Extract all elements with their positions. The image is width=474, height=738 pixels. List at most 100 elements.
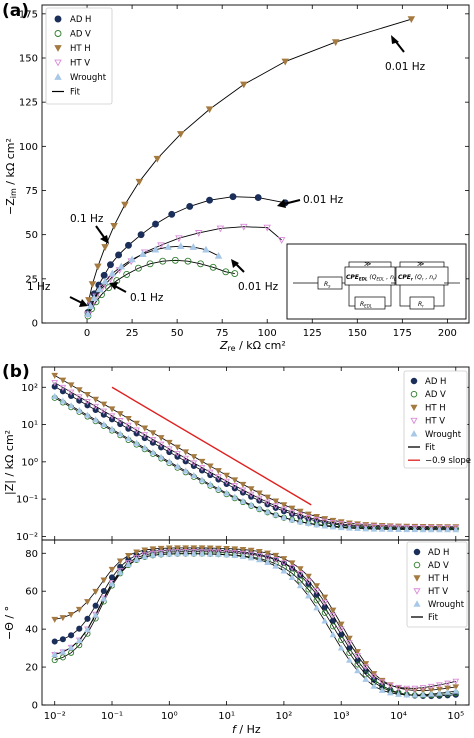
data-point bbox=[231, 270, 239, 277]
data-point bbox=[419, 691, 427, 698]
data-point bbox=[215, 550, 222, 557]
y-tick-label: 75 bbox=[25, 186, 38, 197]
data-point bbox=[288, 560, 296, 567]
x-tick-label: 125 bbox=[303, 328, 322, 339]
y-tick-label: 20 bbox=[25, 663, 38, 674]
data-point bbox=[157, 242, 165, 250]
data-point bbox=[411, 524, 419, 532]
data-point bbox=[151, 245, 160, 253]
data-point bbox=[51, 616, 59, 623]
data-point bbox=[354, 524, 361, 532]
arrowhead bbox=[391, 35, 399, 44]
data-point bbox=[281, 58, 289, 66]
data-point bbox=[223, 472, 230, 479]
data-point bbox=[222, 268, 230, 276]
data-point bbox=[206, 545, 214, 552]
y-tick-label: 80 bbox=[25, 549, 38, 560]
data-point bbox=[436, 525, 443, 532]
data-point bbox=[452, 687, 460, 694]
data-point bbox=[51, 383, 58, 390]
data-point bbox=[436, 526, 443, 533]
data-point bbox=[272, 557, 280, 564]
data-point bbox=[403, 691, 411, 698]
magnitude-legend: AD H AD V HT H HT V Wrought Fit −0.9 slope bbox=[403, 370, 471, 469]
data-point bbox=[105, 284, 113, 292]
data-point bbox=[194, 230, 203, 237]
data-point bbox=[239, 546, 247, 554]
data-point bbox=[223, 545, 230, 553]
data-point bbox=[116, 430, 124, 437]
data-point bbox=[216, 225, 225, 233]
data-point bbox=[165, 550, 173, 557]
data-point bbox=[231, 546, 239, 553]
data-point bbox=[255, 504, 263, 512]
data-point bbox=[141, 553, 149, 560]
data-point bbox=[141, 547, 149, 554]
y-tick-label: 10⁻² bbox=[16, 532, 38, 543]
data-point bbox=[247, 486, 255, 493]
data-point bbox=[354, 649, 361, 656]
data-point bbox=[198, 476, 206, 483]
data-point bbox=[321, 594, 329, 601]
data-point bbox=[305, 511, 312, 518]
data-point bbox=[59, 615, 67, 622]
fit-line bbox=[88, 18, 412, 301]
x-tick-label: 10³ bbox=[333, 711, 350, 722]
data-point bbox=[321, 522, 329, 529]
y-tick-label: 10² bbox=[21, 383, 38, 394]
data-point bbox=[370, 682, 378, 689]
bode-magnitude-plot: 10⁻² 10⁻¹ 10⁰ 10¹ 10² bbox=[16, 366, 470, 543]
nyquist-annotations: 0.01 Hz 0.01 Hz 0.01 Hz 0.1 Hz 0.1 Hz 1 … bbox=[27, 35, 426, 307]
arrowhead bbox=[277, 199, 286, 208]
data-point bbox=[198, 545, 206, 552]
data-point bbox=[108, 416, 116, 423]
data-point bbox=[288, 509, 296, 516]
data-point bbox=[117, 262, 126, 270]
data-point bbox=[75, 394, 83, 401]
resistor-r-edl bbox=[354, 296, 386, 310]
nyquist-legend-box bbox=[45, 7, 113, 105]
data-point bbox=[51, 638, 58, 645]
fit-line bbox=[54, 549, 456, 697]
data-point bbox=[329, 520, 337, 527]
data-point bbox=[149, 430, 157, 437]
data-point bbox=[171, 256, 179, 264]
data-point bbox=[59, 384, 67, 391]
data-point bbox=[51, 392, 59, 399]
nyquist-plot: 0 25 50 75 100 125 150 175 200 0 25 50 75 100 125 150 17… bbox=[19, 4, 470, 339]
data-point bbox=[305, 519, 312, 526]
data-point bbox=[240, 223, 248, 231]
legend-swatch bbox=[410, 377, 418, 385]
data-point bbox=[386, 524, 394, 531]
data-point bbox=[141, 552, 149, 559]
legend-swatch bbox=[54, 30, 62, 37]
legend-label: Wrought bbox=[428, 600, 465, 610]
label-r-r: Rr bbox=[418, 301, 424, 309]
data-point bbox=[67, 382, 75, 389]
data-point bbox=[90, 294, 99, 302]
data-point bbox=[395, 690, 402, 697]
resistor-r-r bbox=[409, 296, 435, 310]
y-tick-label: 10¹ bbox=[21, 420, 38, 431]
legend-swatch bbox=[54, 45, 62, 52]
x-tick-label: 75 bbox=[216, 328, 229, 339]
data-point bbox=[110, 222, 118, 230]
data-point bbox=[280, 513, 288, 520]
fit-line bbox=[54, 375, 456, 528]
label-cpe-r: CPEr (Qr , nr) bbox=[398, 274, 437, 282]
legend-label: Wrought bbox=[425, 430, 462, 440]
data-point bbox=[92, 396, 100, 403]
cpe-edl-symbol: ≫ bbox=[364, 260, 371, 268]
data-point bbox=[135, 178, 144, 186]
data-point bbox=[189, 243, 198, 250]
data-point bbox=[254, 194, 262, 202]
data-point bbox=[231, 493, 239, 500]
y-tick-label: 25 bbox=[25, 274, 38, 285]
data-point bbox=[444, 688, 451, 695]
data-point bbox=[444, 680, 451, 687]
data-point bbox=[67, 402, 75, 409]
data-point bbox=[452, 678, 460, 685]
data-point bbox=[354, 653, 361, 660]
magnitude-legend-box bbox=[403, 370, 468, 469]
data-point bbox=[205, 106, 214, 114]
